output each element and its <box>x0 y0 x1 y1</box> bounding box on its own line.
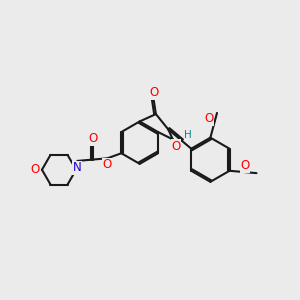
Text: O: O <box>171 140 180 153</box>
Text: O: O <box>240 159 249 172</box>
Text: O: O <box>30 163 39 176</box>
Text: O: O <box>204 112 213 125</box>
Text: O: O <box>149 86 158 99</box>
Text: O: O <box>88 132 98 145</box>
Text: O: O <box>102 158 112 171</box>
Text: H: H <box>184 130 192 140</box>
Text: N: N <box>73 161 81 174</box>
